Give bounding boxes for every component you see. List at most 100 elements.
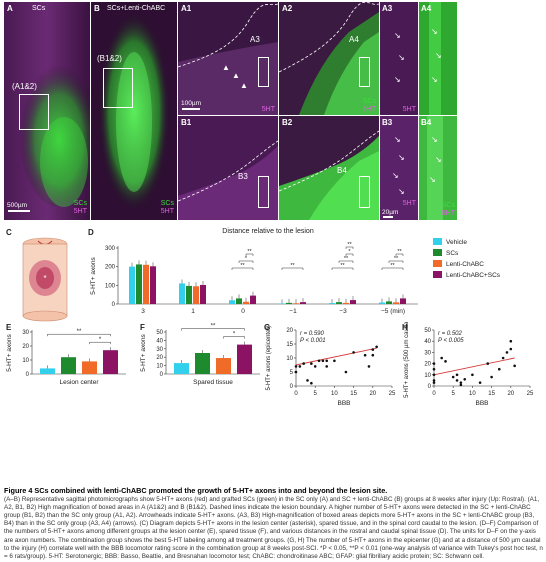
panel-f-y-tick-label: 50 bbox=[156, 330, 163, 336]
panel-d-bar bbox=[286, 302, 292, 304]
panel-e-bar bbox=[82, 361, 97, 374]
panel-a3-label: A3 bbox=[382, 4, 393, 13]
panel-g-x-tick-label: 10 bbox=[331, 391, 338, 397]
panel-b2: B2 B4 bbox=[279, 116, 379, 220]
legend-swatch bbox=[433, 260, 442, 267]
panel-b2-box-label: B4 bbox=[337, 166, 347, 175]
panel-d-title: Distance relative to the lesion bbox=[222, 228, 314, 235]
figure-caption: Figure 4 SCs combined with lenti-ChABC p… bbox=[4, 486, 544, 561]
panel-h-y-tick-label: 30 bbox=[424, 350, 431, 356]
panel-h-data-point bbox=[432, 367, 436, 371]
panel-d-bar bbox=[336, 302, 342, 304]
panel-c-label: C bbox=[6, 228, 12, 237]
panel-d-y-tick-label: 200 bbox=[105, 265, 116, 271]
panel-h-y-tick-label: 20 bbox=[424, 362, 431, 368]
panel-h-data-point bbox=[513, 364, 516, 368]
panel-d-label: D bbox=[88, 228, 94, 237]
panel-g-data-point bbox=[313, 365, 317, 368]
panel-e-significance-bracket bbox=[47, 333, 111, 337]
legend-swatch bbox=[433, 271, 442, 278]
panel-d-significance-bracket bbox=[388, 260, 404, 263]
panel-b-box-label: (B1&2) bbox=[97, 54, 122, 63]
panel-f-bar bbox=[174, 363, 189, 374]
panel-g-label: G bbox=[264, 323, 271, 332]
panel-g-x-tick-label: 25 bbox=[389, 391, 396, 397]
legend-item-label: Lenti-ChABC+SCs bbox=[446, 272, 501, 279]
panel-d-x-tick-label: −3 bbox=[339, 308, 347, 315]
panel-g-data-point bbox=[371, 348, 375, 351]
panel-h-label: H bbox=[402, 323, 408, 332]
panel-d-bar bbox=[250, 295, 256, 304]
panel-d-bar bbox=[136, 264, 142, 304]
panel-g-data-point bbox=[310, 362, 313, 365]
panel-d-bar bbox=[350, 300, 356, 304]
panel-h-x-tick-label: 10 bbox=[469, 391, 476, 397]
panel-g-data-point bbox=[375, 345, 378, 349]
panel-c-spinal-cord-diagram: * bbox=[22, 237, 68, 322]
panel-h-data-point bbox=[497, 367, 501, 371]
panel-f-bar bbox=[237, 344, 252, 374]
arrow-icon: ↘ bbox=[398, 53, 405, 62]
panel-h-data-point bbox=[478, 381, 482, 384]
panel-d-significance-label: * bbox=[245, 256, 248, 262]
panel-d-bar bbox=[279, 303, 285, 304]
panel-g-x-tick-label: 20 bbox=[369, 391, 376, 397]
panel-d-bar bbox=[186, 285, 192, 304]
figure-caption-title: Figure 4 SCs combined with lenti-ChABC p… bbox=[4, 486, 388, 495]
panel-a2-channel-scs: SCs bbox=[362, 98, 376, 105]
panel-h-data-point bbox=[509, 347, 513, 351]
panel-d-x-tick-label: 3 bbox=[141, 308, 145, 315]
panel-f-y-tick-label: 20 bbox=[156, 355, 163, 361]
panel-a2-channels: SCs 5HT bbox=[363, 98, 376, 114]
panel-a1-scale-bar bbox=[182, 108, 200, 110]
panel-g-x-tick-label: 15 bbox=[350, 391, 357, 397]
panel-a2-inset-box bbox=[359, 57, 370, 87]
panel-f-significance-bracket bbox=[223, 336, 245, 339]
panel-d-significance-label: ** bbox=[394, 256, 399, 262]
figure-caption-body: (A–B) Representative sagittal photomicro… bbox=[4, 496, 543, 560]
panel-g-data-point bbox=[325, 359, 329, 363]
panel-h-data-point bbox=[471, 373, 474, 377]
panel-f-significance-label: ** bbox=[211, 324, 216, 330]
panel-d-bar bbox=[329, 303, 335, 304]
panel-a2-channel-5ht: 5HT bbox=[362, 106, 376, 113]
panel-b4-label: B4 bbox=[421, 118, 432, 127]
panel-h-y-axis-label: 5-HT+ axons (500 µm caudal) bbox=[404, 322, 410, 398]
panel-d-bar bbox=[379, 302, 385, 304]
panel-b-channels: SCs 5HT bbox=[161, 200, 174, 216]
panel-g-data-point bbox=[306, 379, 309, 382]
panel-b3-label: B3 bbox=[382, 118, 393, 127]
legend-item-label: SCs bbox=[446, 250, 459, 257]
panel-h-data-point bbox=[505, 351, 509, 354]
panel-d-bar bbox=[293, 303, 299, 304]
panel-f-bar bbox=[216, 358, 231, 374]
panel-g-x-axis-label: BBB bbox=[337, 400, 350, 407]
panel-b3-scale-label: 20µm bbox=[382, 209, 399, 216]
panel-d-significance-bracket bbox=[395, 253, 404, 256]
panel-d-significance-bracket bbox=[231, 267, 254, 270]
panel-d-bar bbox=[129, 266, 135, 304]
panel-h-data-point bbox=[451, 375, 455, 379]
arrow-icon: ↘ bbox=[431, 135, 438, 144]
arrow-icon: ↘ bbox=[398, 187, 405, 196]
panel-f-x-axis-label: Spared tissue bbox=[193, 379, 233, 386]
panel-g-stat-r: r = 0.590 bbox=[300, 331, 325, 337]
panel-g-y-tick-label: 10 bbox=[286, 356, 293, 362]
panel-a1-box-label: A3 bbox=[250, 35, 260, 44]
panel-e-label: E bbox=[6, 323, 12, 332]
panel-d-significance-bracket bbox=[281, 267, 304, 270]
panel-d-significance-bracket bbox=[381, 267, 404, 270]
panel-h-data-point bbox=[459, 383, 463, 387]
panel-d-y-tick-label: 0 bbox=[112, 302, 116, 308]
panel-d-significance-bracket bbox=[338, 260, 354, 263]
panel-h-y-tick-label: 0 bbox=[428, 384, 432, 390]
panel-a1-scale-label: 100µm bbox=[181, 100, 202, 107]
panel-h-x-tick-label: 0 bbox=[432, 391, 436, 397]
panel-f-significance-bracket bbox=[181, 328, 245, 331]
panel-g-y-tick-label: 15 bbox=[286, 342, 293, 348]
panel-h-y-tick-label: 40 bbox=[424, 339, 431, 345]
panel-b2-inset-box bbox=[359, 176, 370, 208]
panel-d-bar bbox=[143, 264, 149, 304]
arrow-icon: ↘ bbox=[394, 31, 401, 40]
panel-a3-channels: 5HT bbox=[403, 106, 416, 114]
